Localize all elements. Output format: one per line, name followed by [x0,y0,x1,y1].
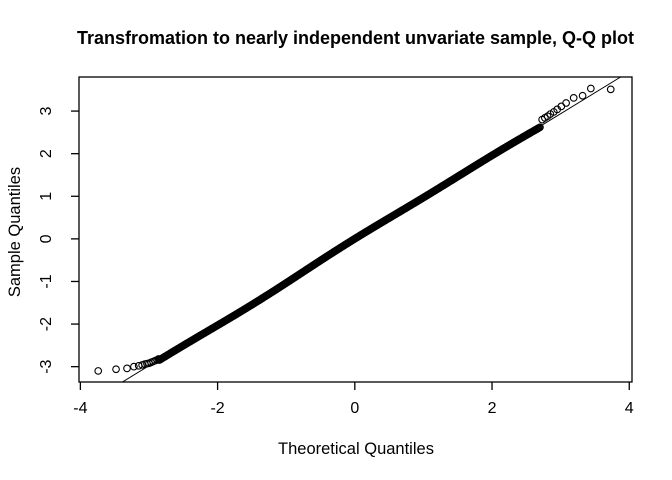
y-axis-label: Sample Quantiles [6,167,24,297]
y-axis: -3 -2 -1 0 1 2 3 [38,107,79,374]
qq-points-group [94,84,615,375]
qq-point-lower-tail [153,356,162,364]
x-tick-label: 2 [488,400,497,417]
y-tick-label: -1 [38,274,55,288]
qq-point-upper-tail [578,91,587,100]
qq-point [536,123,544,132]
qq-point-upper-tail [586,84,595,93]
qq-point-upper-tail [606,85,615,94]
y-tick-label: 0 [38,234,55,243]
y-tick-label: 3 [38,107,55,116]
y-tick-label: -3 [38,359,55,373]
plot-box [78,76,633,383]
x-tick-label: 4 [625,400,634,417]
qq-point-lower-tail [112,365,120,374]
chart-title: Transfromation to nearly independent unv… [77,28,634,48]
qq-point-upper-tail [569,94,578,102]
x-axis: -4 -2 0 2 4 [73,382,634,417]
y-tick-label: -2 [38,317,55,331]
y-tick-label: 1 [38,192,55,201]
qq-point-lower-tail [94,367,103,375]
y-tick-label: 2 [38,149,55,158]
x-axis-label: Theoretical Quantiles [278,440,434,458]
qq-point-lower-tail [123,364,131,373]
x-tick-label: -4 [73,400,87,417]
x-tick-label: -2 [210,400,224,417]
qq-point-upper-tail [562,99,570,107]
qq-point-lower-tail [154,355,163,363]
qq-point-lower-tail [130,362,138,371]
x-tick-label: 0 [350,400,359,417]
